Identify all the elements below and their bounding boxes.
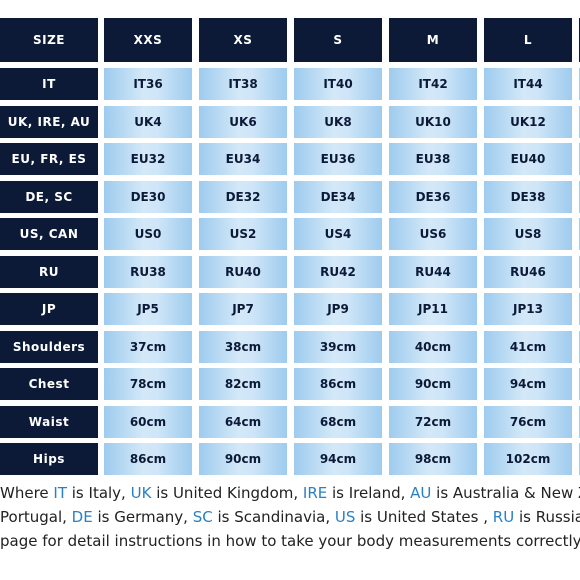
size-cell: 78cm (104, 368, 192, 400)
size-cell: DE30 (104, 180, 192, 213)
size-cell: 38cm (199, 330, 287, 363)
size-cell: 60cm (104, 405, 192, 438)
size-cell: 40cm (389, 330, 477, 363)
size-cell: US4 (294, 218, 382, 250)
size-cell: DE32 (199, 180, 287, 213)
footer-text: is Germany, (92, 508, 193, 526)
row-label: RU (0, 255, 98, 288)
size-cell: JP5 (104, 293, 192, 325)
size-cell: RU40 (199, 255, 287, 288)
footer-text: Portugal, (0, 508, 72, 526)
size-cell: 86cm (294, 368, 382, 400)
row-label: IT (0, 68, 98, 100)
size-cell: 94cm (294, 443, 382, 475)
row-label: Shoulders (0, 330, 98, 363)
size-cell: EU34 (199, 143, 287, 175)
size-cell: 68cm (294, 405, 382, 438)
size-cell: IT36 (104, 68, 192, 100)
footer-text: page for detail instructions in how to t… (0, 532, 580, 550)
size-cell: 98cm (389, 443, 477, 475)
size-cell: DE34 (294, 180, 382, 213)
footer-line: Portugal, DE is Germany, SC is Scandinav… (0, 508, 580, 526)
header-cell: M (389, 18, 477, 62)
size-cell: IT44 (484, 68, 572, 100)
row-label: US, CAN (0, 218, 98, 250)
header-cell: XS (199, 18, 287, 62)
size-cell: IT40 (294, 68, 382, 100)
footer-text: is Italy, (67, 484, 131, 502)
size-cell: US2 (199, 218, 287, 250)
size-cell: RU38 (104, 255, 192, 288)
header-cell: S (294, 18, 382, 62)
row-label: Chest (0, 368, 98, 400)
footer-code: AU (410, 484, 432, 502)
footer-text: is Ireland, (327, 484, 411, 502)
size-cell: 72cm (389, 405, 477, 438)
row-label: EU, FR, ES (0, 143, 98, 175)
size-cell: 90cm (199, 443, 287, 475)
footer-code: IT (53, 484, 67, 502)
size-cell: IT42 (389, 68, 477, 100)
header-cell: SIZE (0, 18, 98, 62)
size-cell: UK10 (389, 105, 477, 138)
size-cell: IT38 (199, 68, 287, 100)
size-cell: 39cm (294, 330, 382, 363)
size-cell: EU36 (294, 143, 382, 175)
footer-text: is Russia, (518, 508, 580, 526)
footer-code: US (334, 508, 356, 526)
size-cell: EU32 (104, 143, 192, 175)
size-cell: RU42 (294, 255, 382, 288)
size-cell: EU38 (389, 143, 477, 175)
footer-text: is United States , (355, 508, 493, 526)
size-cell: 82cm (199, 368, 287, 400)
size-cell: DE38 (484, 180, 572, 213)
size-cell: JP13 (484, 293, 572, 325)
footer-text: is Scandinavia, (212, 508, 335, 526)
size-cell: DE36 (389, 180, 477, 213)
header-cell: L (484, 18, 572, 62)
size-cell: 86cm (104, 443, 192, 475)
size-cell: EU40 (484, 143, 572, 175)
size-cell: 90cm (389, 368, 477, 400)
header-cell: XXS (104, 18, 192, 62)
footer-line: page for detail instructions in how to t… (0, 532, 580, 550)
footer-text: is United Kingdom, (151, 484, 303, 502)
footer-code: UK (130, 484, 152, 502)
size-cell: 37cm (104, 330, 192, 363)
footer-line: Where IT is Italy, UK is United Kingdom,… (0, 484, 580, 502)
size-cell: JP11 (389, 293, 477, 325)
size-cell: JP9 (294, 293, 382, 325)
size-cell: UK6 (199, 105, 287, 138)
footer-code: RU (492, 508, 515, 526)
row-label: DE, SC (0, 180, 98, 213)
row-label: Hips (0, 443, 98, 475)
size-cell: US6 (389, 218, 477, 250)
size-cell: 102cm (484, 443, 572, 475)
size-cell: US0 (104, 218, 192, 250)
row-label: JP (0, 293, 98, 325)
size-cell: UK8 (294, 105, 382, 138)
size-cell: US8 (484, 218, 572, 250)
size-cell: RU46 (484, 255, 572, 288)
size-cell: RU44 (389, 255, 477, 288)
size-cell: UK12 (484, 105, 572, 138)
size-cell: 76cm (484, 405, 572, 438)
size-cell: 94cm (484, 368, 572, 400)
footer-code: SC (192, 508, 213, 526)
size-cell: 41cm (484, 330, 572, 363)
footer-text: is Australia & New Ze (436, 484, 580, 502)
footer-code: DE (71, 508, 93, 526)
size-cell: UK4 (104, 105, 192, 138)
footer-text: Where (0, 484, 54, 502)
size-cell: JP7 (199, 293, 287, 325)
size-cell: 64cm (199, 405, 287, 438)
row-label: UK, IRE, AU (0, 105, 98, 138)
row-label: Waist (0, 405, 98, 438)
footer-code: IRE (302, 484, 328, 502)
